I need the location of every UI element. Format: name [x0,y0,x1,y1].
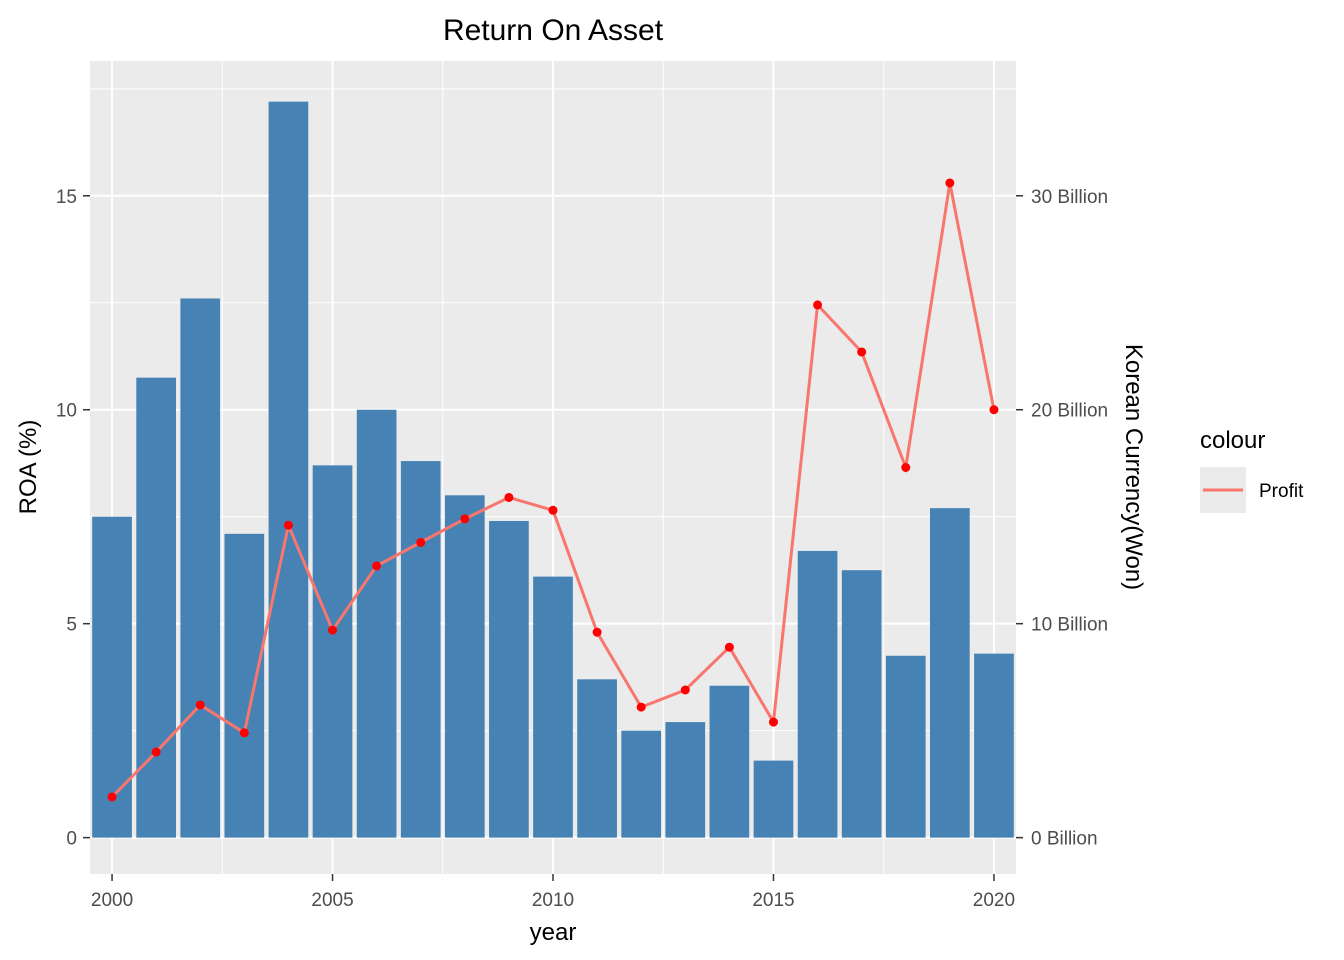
y2-tick-label: 30 Billion [1031,187,1108,208]
bar-2000 [92,516,132,838]
point-2017 [857,347,867,357]
y-tick-label: 5 [66,615,77,636]
point-2007 [416,537,426,547]
legend: colour Profit [1200,427,1304,513]
legend-title: colour [1200,427,1265,454]
point-2005 [328,625,338,635]
bar-2020 [974,653,1014,838]
y2-tick-label: 0 Billion [1031,829,1098,850]
point-2008 [460,514,470,524]
point-2002 [195,700,205,710]
chart-title: Return On Asset [443,14,664,47]
point-2015 [768,717,778,727]
y-axis-right: 0 Billion 10 Billion 20 Billion 30 Billion [1016,187,1108,850]
bar-2017 [841,570,882,838]
point-2010 [548,505,558,515]
point-2003 [239,728,249,738]
bar-2009 [489,520,529,838]
bar-2008 [444,495,485,838]
point-2001 [151,747,161,757]
point-2018 [901,463,911,472]
bar-2007 [400,461,441,838]
x-axis: 2000 2005 2010 2015 2020 [91,874,1015,911]
y-axis-title: ROA (%) [15,420,42,515]
point-2011 [592,627,602,637]
point-2020 [989,405,999,415]
y2-axis-title: Korean Currency(Won) [1120,344,1147,590]
bar-2011 [577,679,617,838]
y2-tick-label: 10 Billion [1031,615,1108,636]
point-2004 [283,520,293,530]
point-2013 [680,685,690,695]
point-2014 [724,642,734,652]
y-tick-label: 0 [66,829,77,850]
bar-2015 [753,760,794,838]
bar-2004 [268,101,309,838]
bar-2013 [665,722,706,838]
point-2016 [813,300,823,310]
x-tick-label: 2005 [311,890,353,911]
point-2000 [107,792,117,802]
bar-2019 [930,508,970,838]
bar-2005 [312,465,353,838]
y-tick-label: 15 [56,187,77,208]
bar-2002 [180,298,221,838]
y-axis-left: 0 5 10 15 [56,187,90,850]
bar-2012 [621,730,662,838]
bar-2014 [709,685,750,838]
y2-tick-label: 20 Billion [1031,401,1108,422]
y-tick-label: 10 [56,401,77,422]
point-2006 [372,561,382,571]
x-tick-label: 2020 [973,890,1015,911]
legend-label-profit: Profit [1259,481,1304,502]
point-2009 [504,492,514,502]
x-tick-label: 2015 [752,890,794,911]
bar-2016 [797,550,838,838]
bar-2018 [885,655,926,838]
point-2012 [636,702,646,712]
bar-2003 [224,533,265,838]
bar-2006 [356,409,397,838]
x-tick-label: 2000 [91,890,133,911]
bar-2010 [533,576,573,838]
profit-points [107,178,999,802]
point-2019 [945,178,955,188]
bar-2001 [136,377,176,838]
x-tick-label: 2010 [532,890,574,911]
x-axis-title: year [530,919,577,946]
